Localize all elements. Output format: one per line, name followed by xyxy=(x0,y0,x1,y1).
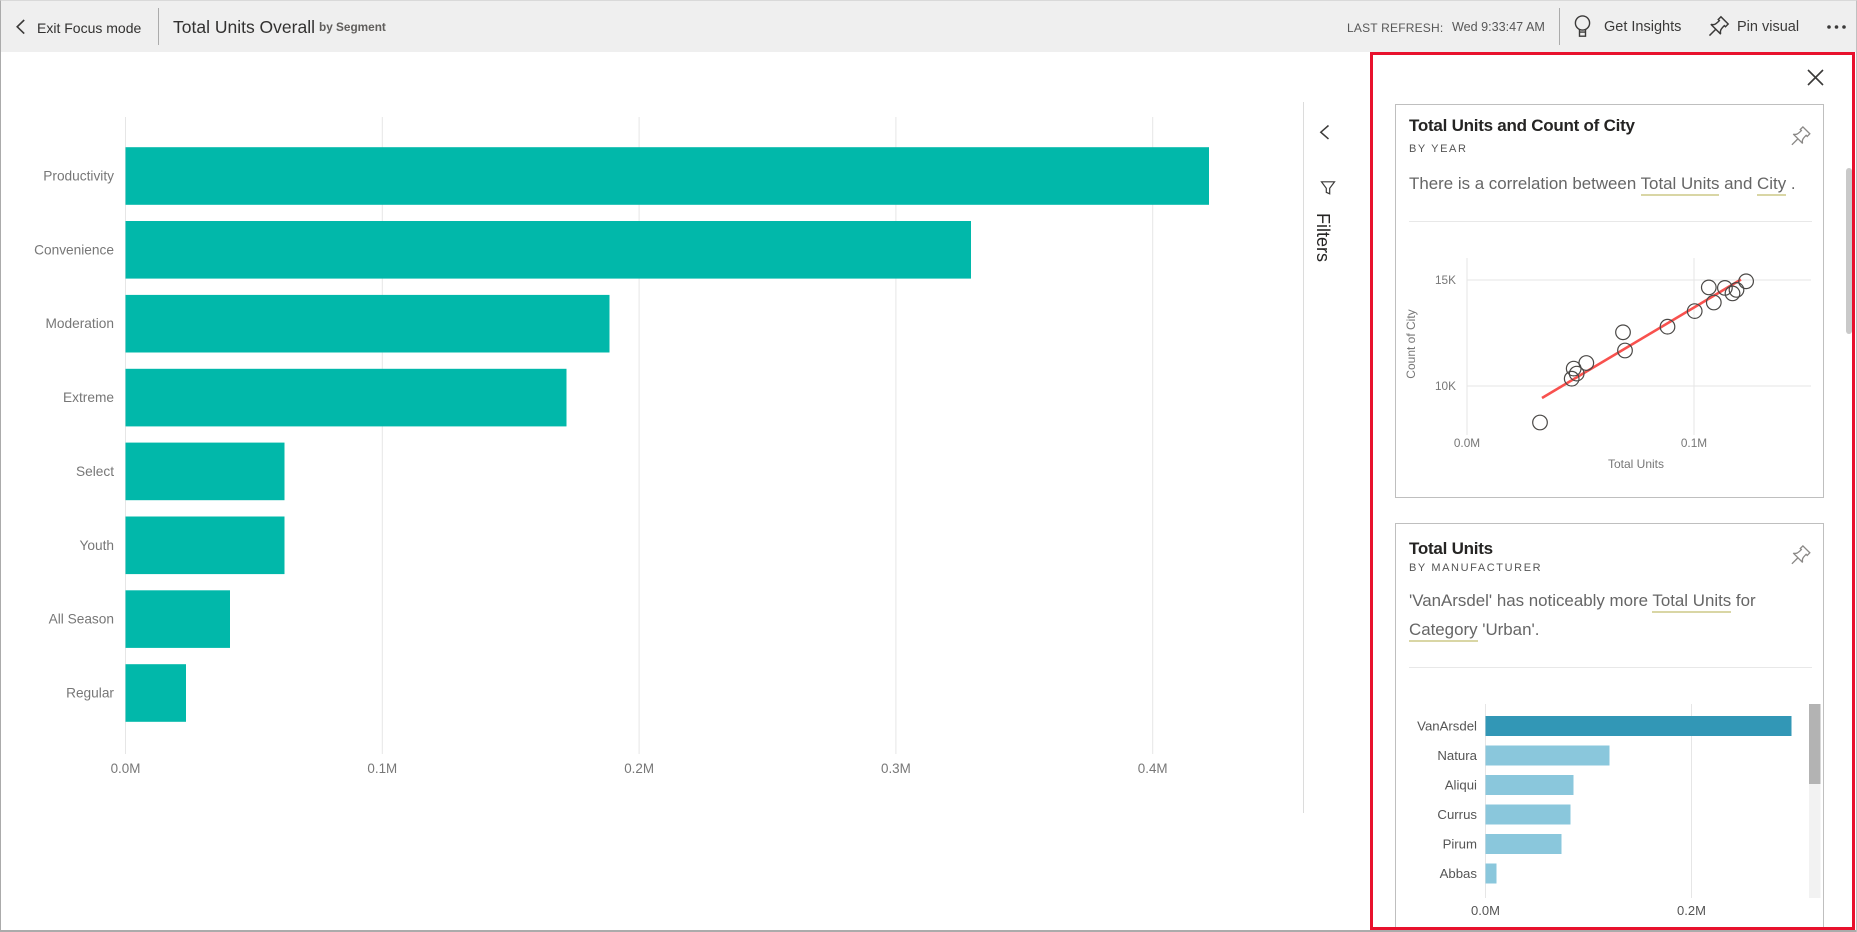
svg-text:Natura: Natura xyxy=(1437,748,1477,763)
svg-text:All Season: All Season xyxy=(49,612,114,627)
svg-text:Convenience: Convenience xyxy=(34,242,114,257)
svg-text:0.1M: 0.1M xyxy=(1681,436,1707,450)
svg-text:Total Units: Total Units xyxy=(1608,457,1664,471)
svg-text:0.4M: 0.4M xyxy=(1138,761,1168,776)
svg-text:Aliqui: Aliqui xyxy=(1445,778,1477,793)
svg-text:0.0M: 0.0M xyxy=(111,761,141,776)
svg-text:0.2M: 0.2M xyxy=(1677,903,1706,918)
svg-text:Regular: Regular xyxy=(66,686,114,701)
svg-text:Moderation: Moderation xyxy=(46,316,114,331)
svg-text:0.3M: 0.3M xyxy=(881,761,911,776)
svg-text:0.0M: 0.0M xyxy=(1454,436,1480,450)
svg-text:10K: 10K xyxy=(1435,379,1456,393)
svg-text:VanArsdel: VanArsdel xyxy=(1417,719,1477,734)
svg-text:0.2M: 0.2M xyxy=(624,761,654,776)
svg-text:Abbas: Abbas xyxy=(1440,866,1478,881)
svg-text:Productivity: Productivity xyxy=(43,169,114,184)
svg-text:Pirum: Pirum xyxy=(1443,837,1477,852)
svg-text:Youth: Youth xyxy=(79,538,114,553)
svg-text:Count of City: Count of City xyxy=(1404,309,1418,378)
svg-text:Select: Select xyxy=(76,464,114,479)
svg-text:Currus: Currus xyxy=(1437,807,1477,822)
svg-text:0.1M: 0.1M xyxy=(367,761,397,776)
svg-text:Filters: Filters xyxy=(1313,213,1333,262)
svg-text:0.0M: 0.0M xyxy=(1471,903,1500,918)
svg-text:Extreme: Extreme xyxy=(63,390,114,405)
svg-text:15K: 15K xyxy=(1435,273,1456,287)
